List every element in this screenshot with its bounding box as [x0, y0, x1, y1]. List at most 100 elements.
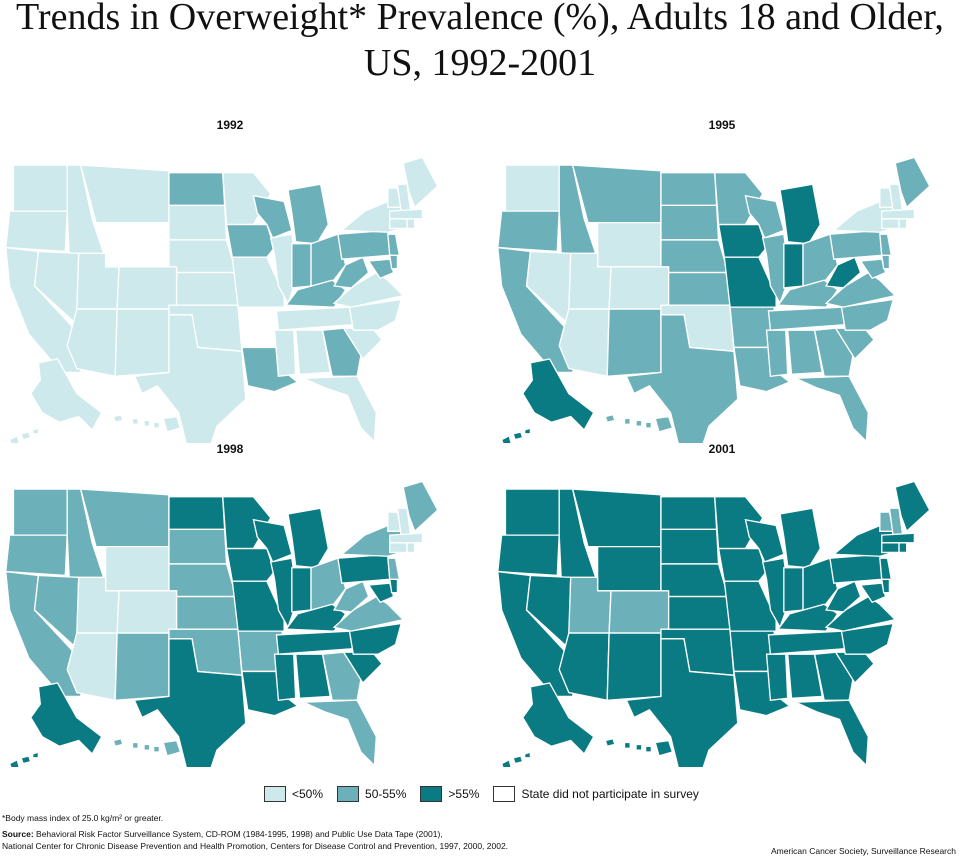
map-year-label: 1998: [216, 442, 244, 456]
state-wa: [12, 488, 68, 536]
state-sd: [660, 528, 720, 565]
state-or: [5, 534, 68, 577]
legend-item-high: >55%: [420, 786, 479, 802]
state-ia: [225, 223, 276, 258]
source-note: Source: Behavioral Risk Factor Surveilla…: [2, 828, 508, 852]
state-ct: [881, 218, 900, 230]
state-tn: [767, 630, 851, 655]
state-sd: [168, 204, 228, 241]
state-wy: [104, 545, 170, 592]
state-ak: [31, 427, 40, 435]
state-mi: [779, 183, 822, 245]
state-hi: [162, 739, 182, 757]
state-ks: [175, 271, 239, 306]
state-wv: [825, 256, 862, 289]
state-ia: [717, 223, 768, 258]
state-nm: [114, 308, 170, 377]
legend-label: State did not participate in survey: [521, 787, 699, 801]
state-al: [294, 653, 332, 700]
state-nc: [348, 298, 403, 331]
state-ia: [717, 547, 768, 582]
state-nm: [606, 308, 662, 377]
state-md: [859, 582, 887, 604]
state-de: [388, 254, 399, 270]
state-nj: [387, 233, 401, 256]
state-nj: [879, 233, 893, 256]
state-nc: [348, 622, 403, 655]
state-oh: [802, 233, 839, 287]
state-ak: [512, 755, 524, 765]
state-md: [367, 582, 395, 604]
state-ma: [389, 208, 424, 220]
state-fl: [795, 375, 870, 443]
state-tx: [133, 314, 247, 443]
state-wa: [504, 164, 560, 212]
source-line-1: Behavioral Risk Factor Surveillance Syst…: [36, 829, 443, 839]
state-mt: [571, 164, 662, 224]
state-oh: [802, 557, 839, 611]
state-co: [608, 590, 670, 634]
us-map: [5, 480, 439, 767]
state-co: [116, 266, 178, 310]
state-wv: [825, 580, 862, 613]
map-panel-1: 1992: [0, 118, 460, 443]
state-tx: [625, 314, 739, 443]
map-panel-3: 1998: [0, 442, 460, 767]
us-map: [497, 156, 931, 443]
state-mt: [79, 488, 170, 548]
state-ne: [660, 239, 730, 274]
legend-item-mid: 50-55%: [337, 786, 406, 802]
state-ma: [389, 532, 424, 544]
legend-item-low: <50%: [264, 786, 323, 802]
us-map: [497, 480, 931, 767]
state-or: [497, 534, 560, 577]
state-ia: [225, 547, 276, 582]
map-states: [5, 480, 439, 767]
state-hi: [644, 421, 653, 429]
state-pa: [829, 553, 883, 584]
state-oh: [310, 233, 347, 287]
state-hi: [654, 739, 674, 757]
state-wy: [596, 545, 662, 592]
state-wv: [333, 580, 370, 613]
state-nm: [606, 632, 662, 701]
state-al: [294, 329, 332, 376]
state-nc: [840, 298, 895, 331]
state-co: [116, 590, 178, 634]
state-mo: [231, 580, 285, 632]
state-ri: [898, 218, 908, 230]
state-ma: [881, 208, 916, 220]
state-ri: [406, 542, 416, 554]
state-az: [66, 308, 118, 378]
state-nm: [114, 632, 170, 701]
state-nd: [660, 496, 718, 531]
legend-swatch-high: [420, 786, 443, 802]
state-ks: [667, 595, 731, 630]
state-pa: [337, 229, 391, 260]
us-map: [5, 156, 439, 443]
state-co: [608, 266, 670, 310]
legend-swatch-mid: [337, 786, 360, 802]
state-az: [558, 308, 610, 378]
state-nd: [168, 496, 226, 531]
state-wy: [104, 221, 170, 268]
map-states: [5, 156, 439, 443]
state-hi: [623, 417, 631, 425]
state-hi: [604, 737, 616, 748]
state-tn: [767, 306, 851, 331]
state-fl: [303, 375, 378, 443]
state-ak: [20, 431, 32, 441]
state-ak: [500, 758, 512, 767]
state-hi: [604, 413, 616, 424]
state-hi: [152, 421, 161, 429]
state-ct: [389, 542, 408, 554]
state-hi: [143, 419, 151, 427]
state-ak: [31, 751, 40, 759]
state-mt: [79, 164, 170, 224]
map-panel-2: 1995: [492, 118, 952, 443]
page-title: Trends in Overweight* Prevalence (%), Ad…: [16, 0, 944, 84]
state-sd: [660, 204, 720, 241]
state-nc: [840, 622, 895, 655]
state-me: [894, 480, 931, 533]
state-wv: [333, 256, 370, 289]
